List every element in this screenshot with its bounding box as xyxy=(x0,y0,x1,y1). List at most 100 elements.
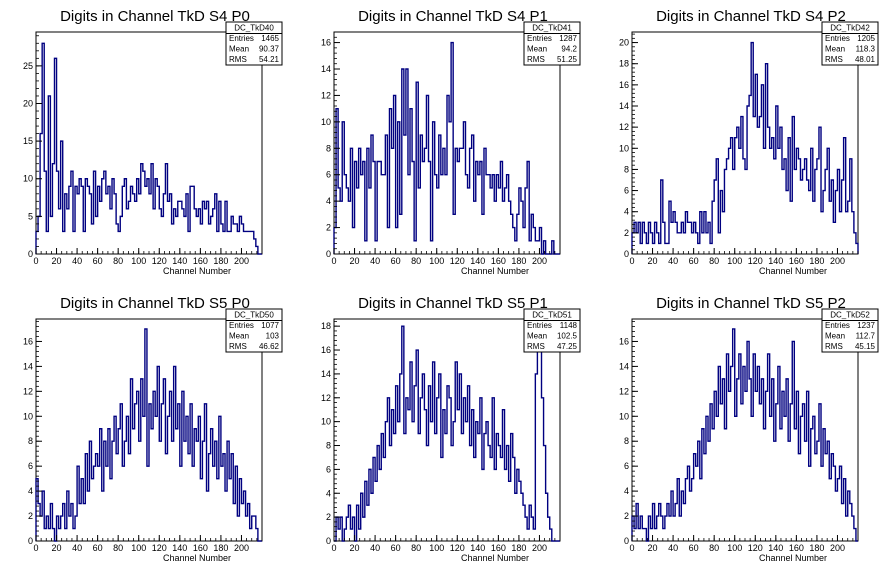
histogram-bin xyxy=(788,441,790,541)
stats-mean-label: Mean xyxy=(825,45,845,54)
histogram-bin xyxy=(139,441,141,541)
histogram-bin xyxy=(79,179,81,254)
histogram-bin xyxy=(644,529,646,541)
histogram-bin xyxy=(398,122,400,254)
histogram-bin xyxy=(648,516,650,541)
histogram-bin xyxy=(219,416,221,541)
histogram-bin xyxy=(490,457,492,541)
histogram-bin xyxy=(833,466,835,541)
histogram-bin xyxy=(482,214,484,254)
y-tick-label: 16 xyxy=(321,38,331,48)
x-tick-label: 120 xyxy=(152,543,167,553)
y-tick-label: 20 xyxy=(619,38,629,48)
histogram-bin xyxy=(441,457,443,541)
histogram-bin xyxy=(669,201,671,254)
histogram-bin xyxy=(681,491,683,541)
stats-rms-value: 47.25 xyxy=(557,342,578,351)
histogram-bin xyxy=(404,135,406,254)
histogram-bin xyxy=(422,374,424,541)
histogram-bin xyxy=(480,162,482,255)
x-tick-label: 60 xyxy=(689,543,699,553)
histogram-bin xyxy=(77,194,79,254)
y-tick-label: 6 xyxy=(28,461,33,471)
histogram-bin xyxy=(484,148,486,254)
histogram-bin xyxy=(416,350,418,541)
histogram-bin xyxy=(470,148,472,254)
histogram-bin xyxy=(852,516,854,541)
histogram-bin xyxy=(38,504,40,541)
chart-panel-s4p0: Digits in Channel TkD S4 P0 0 5 10 15 20 25 0 20… xyxy=(0,0,298,287)
histogram-bin xyxy=(42,491,44,541)
y-tick-label: 0 xyxy=(624,249,629,259)
histogram-bin xyxy=(706,233,708,254)
histogram-bin xyxy=(482,469,484,541)
histogram-bin xyxy=(548,517,550,541)
histogram-bin xyxy=(513,228,515,254)
histogram-bin xyxy=(687,466,689,541)
histogram-bin xyxy=(110,479,112,541)
histogram-bin xyxy=(817,441,819,541)
histogram-bin xyxy=(188,454,190,541)
histogram-bin xyxy=(459,374,461,541)
histogram-bin xyxy=(500,162,502,255)
x-tick-label: 20 xyxy=(648,543,658,553)
histogram-bin xyxy=(659,243,661,254)
histogram-bin xyxy=(751,43,753,254)
histogram-bin xyxy=(447,386,449,541)
histogram-bin xyxy=(733,169,735,254)
histogram-bin xyxy=(174,209,176,254)
histogram-bin xyxy=(145,329,147,541)
histogram-bin xyxy=(690,222,692,254)
histogram-bin xyxy=(805,441,807,541)
histogram-bin xyxy=(724,169,726,254)
stats-box xyxy=(225,308,283,353)
histogram-bin xyxy=(683,233,685,254)
histogram-bin xyxy=(40,134,42,254)
histogram-bin xyxy=(529,505,531,541)
histogram-bin xyxy=(114,194,116,254)
y-tick-label: 6 xyxy=(326,170,331,180)
stats-mean-label: Mean xyxy=(229,45,249,54)
histogram-bin xyxy=(472,135,474,254)
histogram-bin xyxy=(463,122,465,254)
histogram-bin xyxy=(457,410,459,541)
stats-rms-label: RMS xyxy=(825,55,843,64)
histogram-bin xyxy=(182,391,184,541)
histogram-bin xyxy=(398,422,400,541)
histogram-bin xyxy=(402,69,404,254)
histogram-bin xyxy=(692,479,694,541)
histogram-bin xyxy=(488,446,490,541)
stats-mean-value: 102.5 xyxy=(557,332,578,341)
x-tick-label: 40 xyxy=(668,256,678,266)
histogram-bin xyxy=(794,429,796,541)
histogram-bin xyxy=(710,243,712,254)
x-tick-label: 180 xyxy=(511,256,526,266)
histogram-bin xyxy=(50,216,52,254)
y-tick-label: 14 xyxy=(619,101,629,111)
histogram-bin xyxy=(46,516,48,541)
histogram-bin xyxy=(431,422,433,541)
histogram-bin xyxy=(122,186,124,254)
histogram-bin xyxy=(837,479,839,541)
histogram-bin xyxy=(131,379,133,541)
histogram-bin xyxy=(687,222,689,254)
stats-mean-label: Mean xyxy=(527,332,547,341)
histogram-bin xyxy=(498,188,500,254)
histogram-bin xyxy=(73,231,75,254)
x-tick-label: 100 xyxy=(727,256,742,266)
histogram-bin xyxy=(535,241,537,254)
histogram-bin xyxy=(502,410,504,541)
chart-title: Digits in Channel TkD S4 P2 xyxy=(656,8,846,25)
histogram-bin xyxy=(500,457,502,541)
histogram-bin xyxy=(172,224,174,254)
histogram-bin xyxy=(700,479,702,541)
histogram-bin xyxy=(696,466,698,541)
histogram-bin xyxy=(492,175,494,254)
histogram-bin xyxy=(213,209,215,254)
histogram-bin xyxy=(433,122,435,254)
histogram-bin xyxy=(813,201,815,254)
histogram-bin xyxy=(190,404,192,541)
chart-title: Digits in Channel TkD S4 P0 xyxy=(60,8,250,25)
histogram-bin xyxy=(502,201,504,254)
histogram-bin xyxy=(535,374,537,541)
